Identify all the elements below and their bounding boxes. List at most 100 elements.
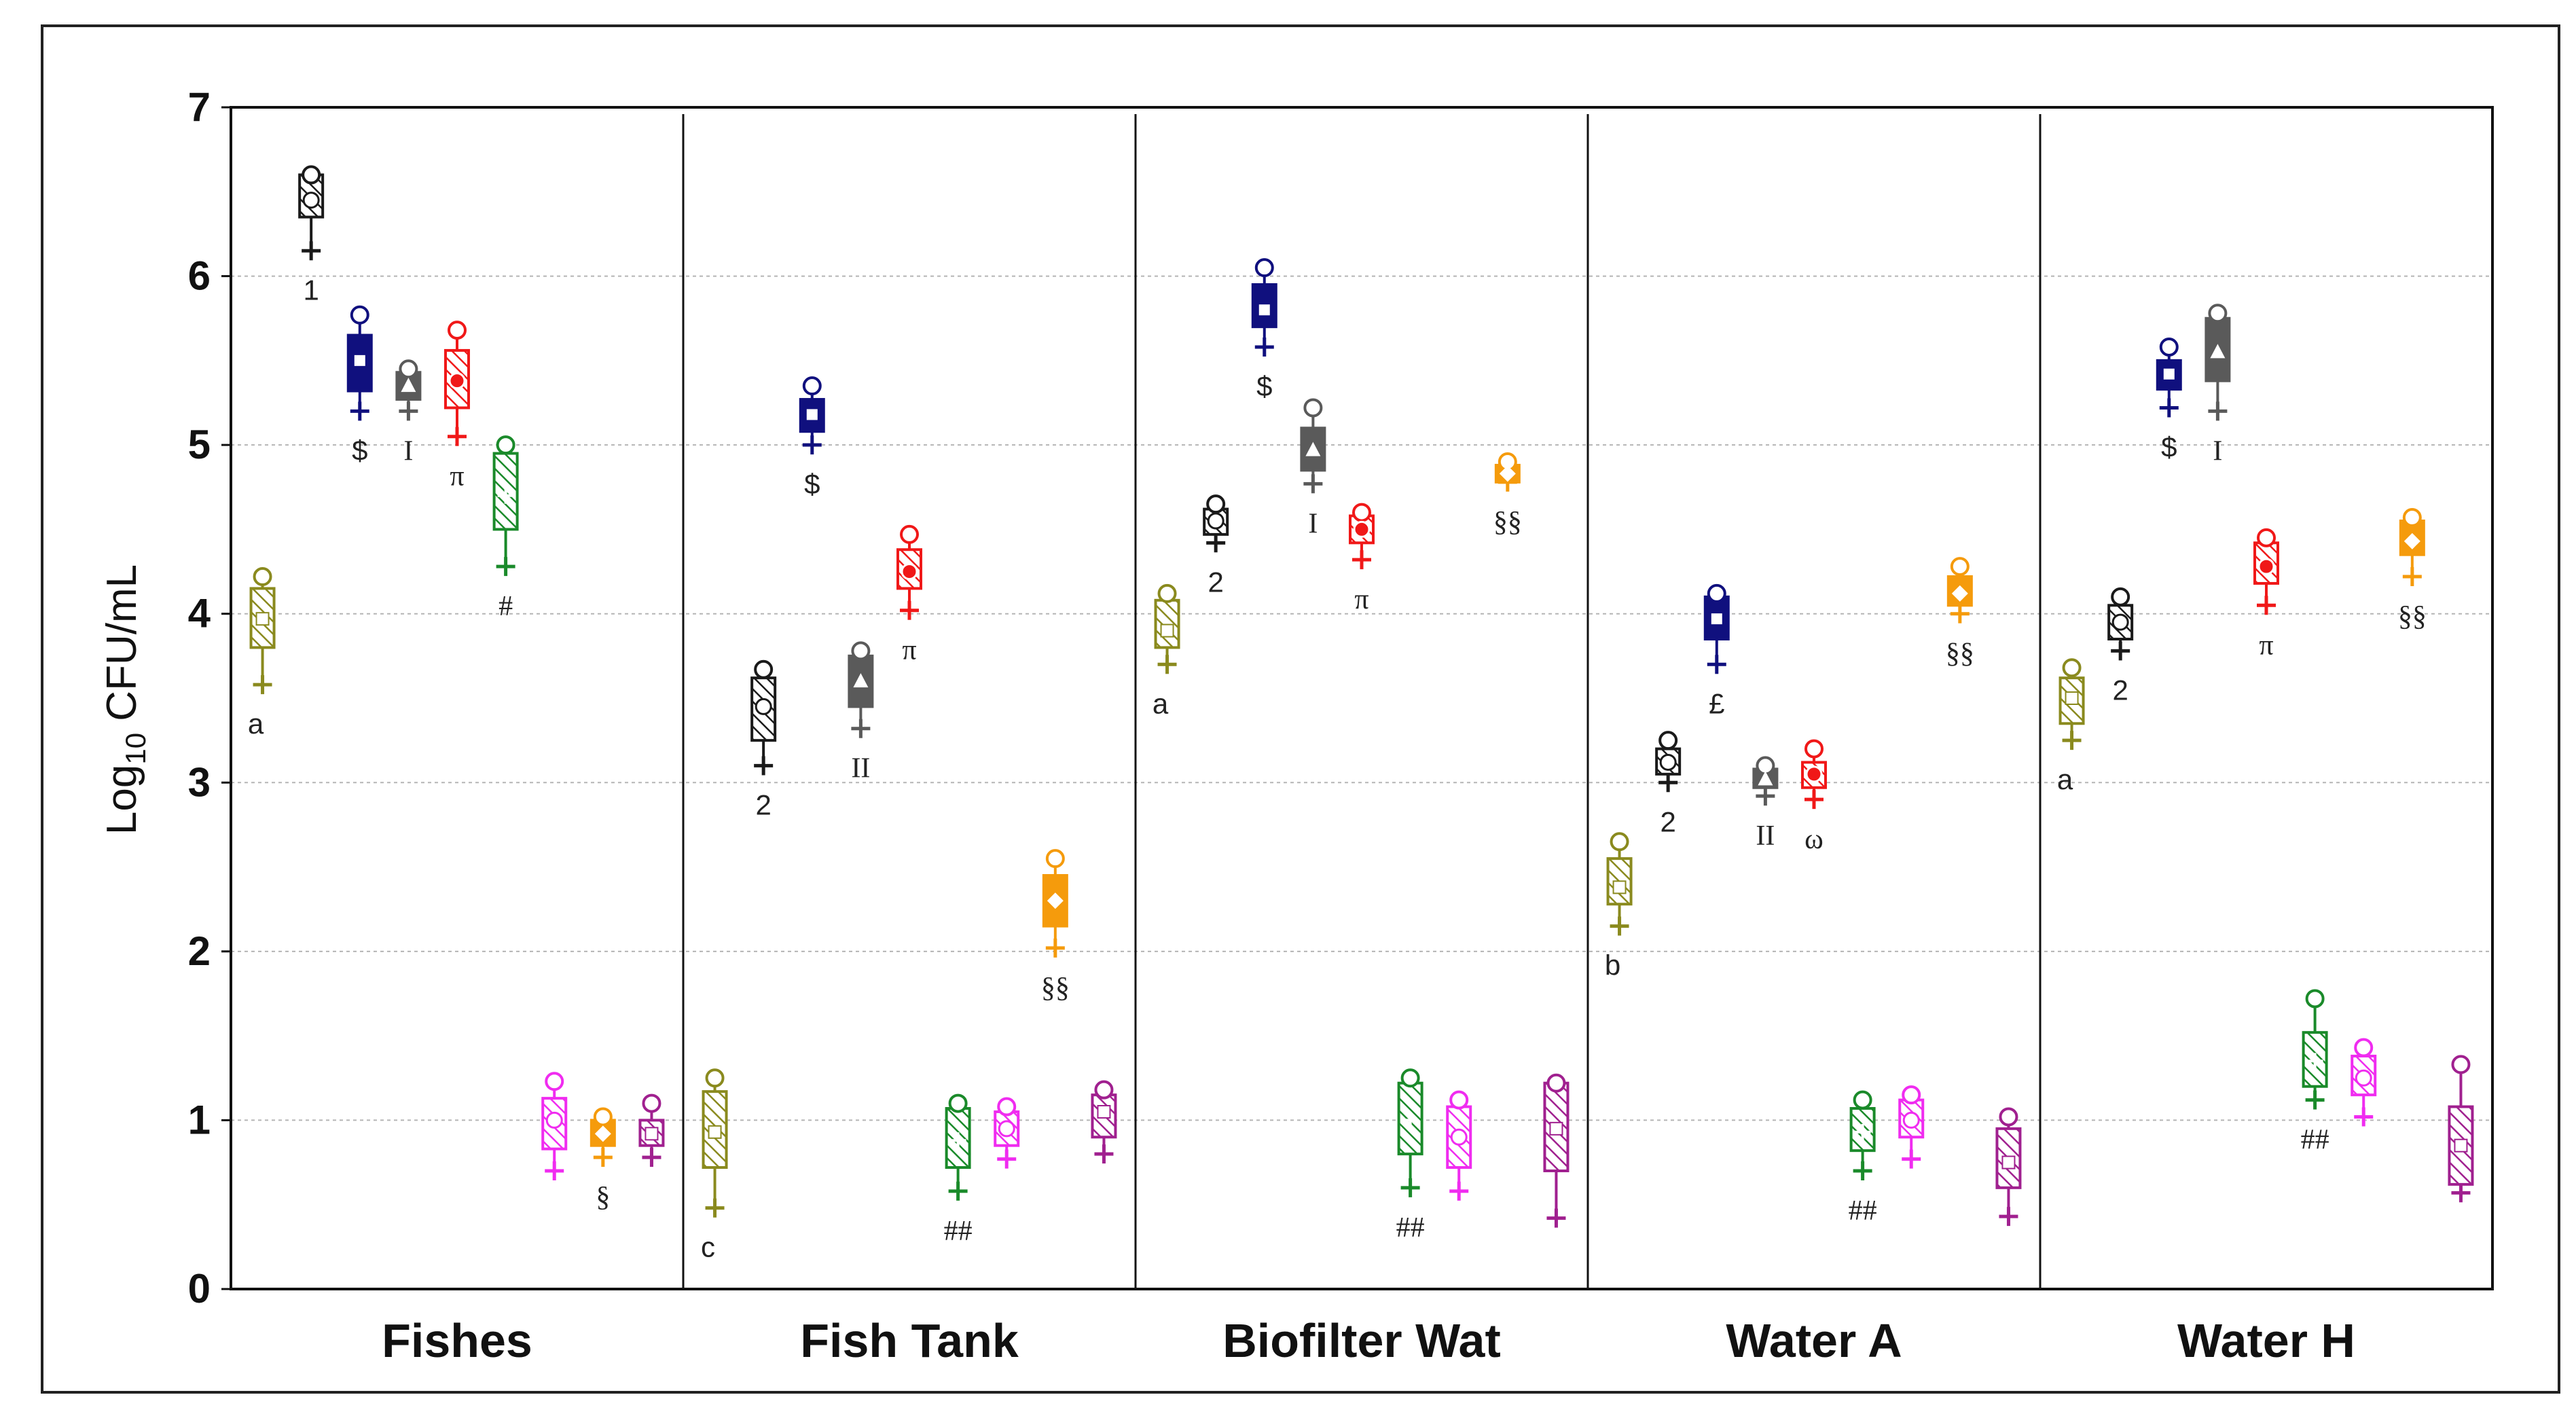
median-marker — [1499, 465, 1516, 482]
significance-label: $ — [1256, 370, 1272, 402]
category-label: Biofilter Wat — [1222, 1314, 1501, 1367]
median-marker — [1257, 303, 1271, 317]
outlier-circle-marker — [1804, 739, 1824, 759]
box-plot: ## — [1396, 1068, 1425, 1244]
significance-label: a — [1153, 687, 1169, 719]
significance-label: $ — [2161, 431, 2177, 463]
outlier-circle-marker — [705, 1068, 725, 1088]
outlier-circle-marker — [2257, 528, 2276, 547]
outlier-circle-marker — [948, 1093, 968, 1113]
category-label: Fishes — [382, 1314, 532, 1367]
outlier-circle-marker — [1610, 832, 1629, 852]
significance-label: ## — [1396, 1212, 1425, 1244]
box-plot — [2448, 1055, 2474, 1203]
significance-label: a — [248, 708, 264, 740]
box-plot: π — [2253, 528, 2279, 661]
outlier-circle-marker — [2305, 989, 2325, 1009]
box-plot: I — [395, 359, 422, 467]
median-marker — [2257, 558, 2275, 575]
outlier-circle-marker — [642, 1093, 661, 1113]
significance-label: ## — [2301, 1125, 2329, 1156]
box — [2205, 316, 2231, 382]
significance-label: π — [902, 635, 916, 666]
outlier-circle-marker — [496, 435, 515, 455]
significance-label: 2 — [1208, 566, 1223, 598]
median-marker — [1805, 765, 1823, 783]
plot-layer: 0 1 2 3 4 5 6 7 Fishes Fish Tank Biofilter Wat Wate… — [188, 84, 2494, 1367]
significance-label: § — [596, 1182, 610, 1213]
y-tick-label: 5 — [188, 422, 211, 467]
box-plot: 2 — [1203, 494, 1229, 598]
box-plot: $ — [799, 376, 825, 500]
outlier-circle-marker — [593, 1107, 613, 1127]
box-plot: c — [701, 1068, 728, 1263]
y-axis-label-log: Log — [98, 765, 145, 835]
box-plot: §§ — [1041, 849, 1070, 1004]
y-axis-label-unit: CFU/mL — [98, 564, 145, 733]
significance-label: I — [403, 435, 413, 467]
significance-label: 2 — [755, 788, 771, 820]
box — [1091, 1093, 1117, 1139]
significance-label: §§ — [1493, 507, 1522, 538]
box-plot: a — [248, 567, 276, 740]
outlier-circle-marker — [2208, 304, 2228, 323]
box-plot: π — [896, 524, 922, 666]
median-marker — [255, 612, 270, 626]
median-marker — [2001, 1155, 2016, 1170]
y-tick-label: 4 — [188, 591, 211, 636]
median-marker — [1951, 585, 1968, 602]
significance-label: §§ — [1946, 638, 1974, 670]
outlier-circle-marker — [253, 567, 272, 587]
plot-area — [230, 106, 2494, 1290]
median-marker — [1902, 1111, 1920, 1129]
outlier-circle-marker — [1546, 1073, 1566, 1093]
box-plot: II — [1752, 756, 1779, 852]
outlier-circle-marker — [2111, 587, 2130, 606]
median-marker — [755, 697, 772, 715]
figure-frame — [41, 24, 2560, 1394]
y-tick-label: 0 — [188, 1266, 211, 1311]
category-label: Fish Tank — [800, 1314, 1019, 1367]
median-marker — [998, 1120, 1015, 1138]
box-plot: $ — [1251, 258, 1277, 402]
outlier-circle-marker — [1094, 1080, 1114, 1100]
box-plot: £ — [1703, 583, 1730, 719]
median-marker — [853, 673, 869, 688]
outlier-circle-marker — [399, 359, 418, 379]
median-marker — [1758, 771, 1773, 786]
box-plot: ## — [1849, 1090, 1877, 1227]
y-tick-label: 2 — [188, 928, 211, 974]
outlier-circle-marker — [1950, 557, 1970, 577]
box-plot — [1543, 1073, 1570, 1228]
box-plot — [1898, 1085, 1925, 1169]
median-marker — [2454, 1138, 2468, 1153]
median-marker — [352, 353, 367, 367]
significance-label: π — [2259, 630, 2273, 661]
outlier-circle-marker — [2062, 658, 2082, 678]
significance-label: ## — [1849, 1195, 1877, 1227]
box-plot: π — [1349, 503, 1375, 615]
outlier-circle-marker — [1853, 1090, 1872, 1110]
significance-label: 2 — [2112, 674, 2128, 706]
significance-label: ## — [944, 1216, 973, 1247]
median-marker — [1207, 512, 1224, 530]
box-plot: # — [492, 435, 519, 622]
box-plot — [541, 1072, 568, 1180]
outlier-circle-marker — [1707, 583, 1726, 603]
box-plot: $ — [2156, 337, 2182, 463]
median-marker — [2355, 1069, 2372, 1087]
significance-label: b — [1605, 949, 1620, 981]
significance-label: §§ — [2398, 601, 2427, 632]
box-plot — [638, 1093, 665, 1167]
median-marker — [594, 1125, 611, 1142]
outlier-circle-marker — [2354, 1038, 2374, 1057]
category-label: Water A — [1726, 1314, 1902, 1367]
median-marker — [2065, 691, 2079, 705]
category-label: Water H — [2177, 1314, 2355, 1367]
box-plot: 2 — [2107, 587, 2134, 706]
outlier-circle-marker — [1206, 494, 1226, 514]
box-plot: 2 — [750, 659, 777, 820]
box-plot: 1 — [298, 165, 325, 306]
box-plot: ω — [1801, 739, 1827, 855]
